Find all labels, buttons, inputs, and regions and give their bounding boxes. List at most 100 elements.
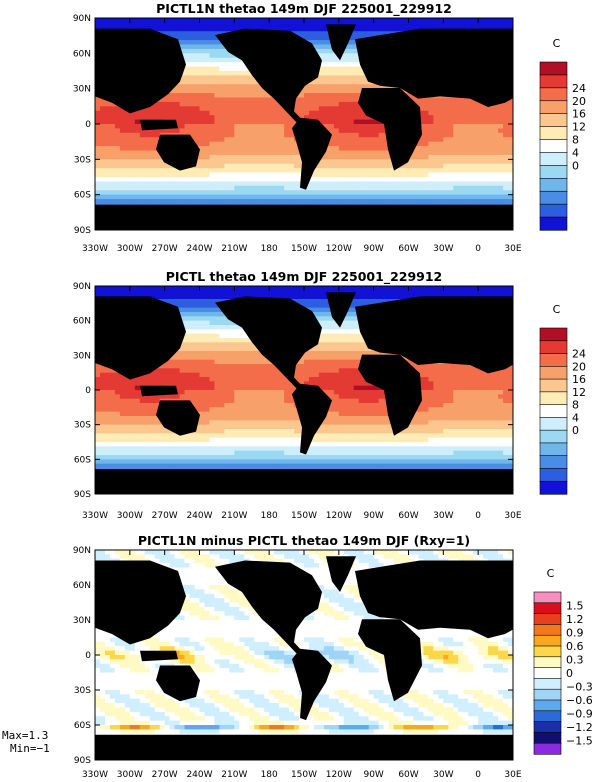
field-cell [508,150,513,156]
field-cell [234,128,240,134]
field-cell [214,40,220,45]
field-cell [388,172,395,178]
field-cell [428,159,434,165]
field-cell [348,168,355,174]
field-cell [338,325,345,330]
field-cell [214,303,220,309]
field-cell [254,132,260,138]
field-cell [403,190,409,196]
field-cell [154,115,161,121]
field-cell [418,190,424,196]
field-cell [443,124,449,129]
field-cell [328,168,335,174]
field-cell [393,194,400,200]
field-cell [279,199,285,204]
field-cell [249,150,255,156]
field-cell [328,53,335,59]
field-cell [234,93,240,98]
field-cell [294,146,300,151]
field-cell [468,115,474,121]
field-cell [104,150,111,156]
field-cell [313,307,320,313]
field-cell [134,128,141,134]
field-cell [348,97,355,103]
field-cell [423,101,429,107]
field-cell [129,150,136,156]
field-cell [159,115,166,121]
field-cell [139,163,146,169]
field-cell [274,128,280,134]
field-cell [353,172,360,178]
field-cell [214,286,220,291]
field-cell [209,88,215,94]
field-cell [418,22,424,28]
field-cell [393,286,400,291]
field-cell [184,22,191,28]
field-cell [274,159,280,165]
field-cell [124,132,131,138]
field-cell [99,194,106,200]
field-cell [328,190,335,196]
field-cell [149,199,156,204]
field-cell [468,106,474,112]
field-cell [508,168,513,174]
field-cell [144,154,151,160]
field-cell [393,199,400,204]
field-cell [323,194,330,200]
field-cell [478,22,484,28]
field-cell [413,150,419,156]
field-cell [194,325,200,330]
field-cell [129,168,136,174]
field-cell [95,146,101,151]
field-cell [438,185,444,191]
field-cell [239,159,245,165]
field-cell [209,22,215,28]
land-shape [95,28,186,114]
field-cell [139,286,146,291]
field-cell [194,172,200,178]
field-cell [229,79,235,85]
field-cell [214,48,220,54]
field-cell [99,146,106,151]
field-cell [194,329,200,335]
field-cell [413,172,419,178]
field-cell [338,172,345,178]
field-cell [209,150,215,156]
field-cell [254,101,260,107]
field-cell [154,26,161,32]
field-cell [393,18,400,23]
field-cell [413,159,419,165]
field-cell [99,154,106,160]
field-cell [348,115,355,121]
field-cell [234,22,240,28]
field-cell [124,163,131,169]
field-cell [119,150,126,156]
field-cell [229,154,235,160]
field-cell [493,106,499,112]
field-cell [179,22,186,28]
field-cell [343,194,350,200]
field-cell [204,44,210,50]
field-cell [134,119,141,125]
field-cell [323,172,330,178]
field-cell [224,84,230,90]
field-cell [219,110,225,116]
field-cell [493,132,499,138]
field-cell [483,181,489,187]
field-cell [473,101,479,107]
field-cell [428,146,434,151]
field-cell [493,163,499,169]
field-cell [104,190,111,196]
field-cell [403,290,409,296]
field-cell [284,190,290,196]
field-cell [403,26,409,32]
field-cell [114,154,121,160]
field-cell [114,124,121,129]
field-cell [348,320,355,326]
field-cell [448,132,454,138]
field-cell [149,137,156,143]
field-cell [503,177,509,182]
field-cell [99,190,106,196]
field-cell [373,290,380,296]
field-cell [299,110,305,116]
